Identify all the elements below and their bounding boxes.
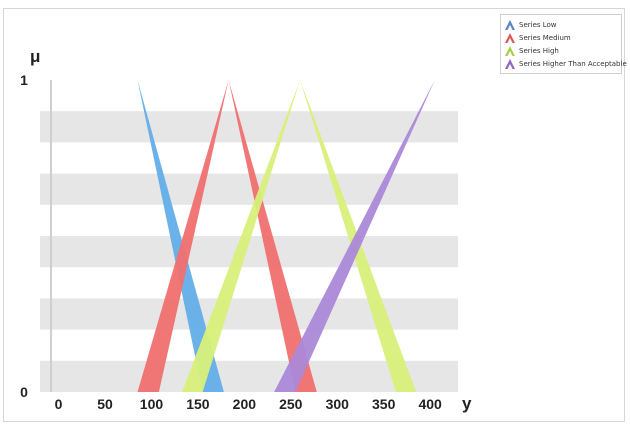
- x-tick-label: 400: [418, 396, 442, 412]
- legend-label: Series Medium: [519, 33, 571, 42]
- x-axis-title: y: [462, 394, 472, 413]
- y-axis-title: μ: [30, 47, 40, 66]
- legend-triangle-icon: [505, 32, 515, 43]
- x-tick-label: 200: [233, 396, 257, 412]
- legend-label: Series Low: [519, 20, 557, 29]
- series-4-area: [274, 80, 435, 392]
- x-tick-label: 100: [140, 396, 164, 412]
- x-tick-label: 300: [326, 396, 350, 412]
- legend-item: Series Low: [505, 18, 617, 31]
- x-tick-labels: 0 50 100 150 200 250 300 350 400: [55, 396, 442, 412]
- grid-band: [40, 298, 458, 330]
- series-3-area: [182, 80, 417, 392]
- legend-item: Series Medium: [505, 31, 617, 44]
- legend-triangle-icon: [505, 19, 515, 30]
- chart-frame: [3, 8, 625, 422]
- legend-item: Series High: [505, 44, 617, 57]
- y-tick-label: 0: [20, 384, 28, 400]
- x-tick-label: 350: [372, 396, 396, 412]
- grid-band: [40, 111, 458, 143]
- x-tick-label: 250: [279, 396, 303, 412]
- legend-item: Series Higher Than Acceptable: [505, 57, 627, 70]
- series-layer: [137, 80, 435, 392]
- grid-bands: [40, 111, 458, 392]
- y-tick-labels: 01: [20, 72, 28, 400]
- legend-label: Series Higher Than Acceptable: [519, 59, 627, 68]
- y-tick-label: 1: [20, 72, 28, 88]
- series-1-area: [137, 80, 224, 392]
- grid-band: [40, 173, 458, 205]
- x-tick-label: 50: [97, 396, 113, 412]
- legend-label: Series High: [519, 46, 559, 55]
- legend: Series Low Series Medium Series High Series…: [500, 14, 627, 74]
- legend-triangle-icon: [505, 58, 515, 69]
- legend-triangle-icon: [505, 45, 515, 56]
- x-tick-label: 0: [55, 396, 63, 412]
- x-tick-label: 150: [186, 396, 210, 412]
